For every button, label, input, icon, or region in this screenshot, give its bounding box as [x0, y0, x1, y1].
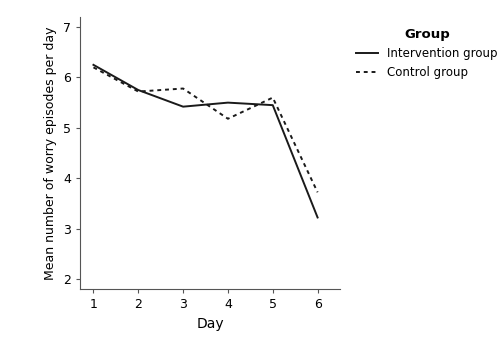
Control group — [180, 86, 186, 90]
Intervention group — [90, 63, 96, 67]
Control group — [136, 89, 141, 94]
Line: Intervention group: Intervention group — [94, 65, 318, 218]
Control group — [270, 96, 276, 100]
Intervention group — [180, 105, 186, 109]
Line: Control group: Control group — [94, 67, 318, 192]
Control group — [314, 190, 320, 194]
Intervention group — [314, 216, 320, 220]
X-axis label: Day: Day — [196, 317, 224, 330]
Intervention group — [225, 101, 231, 105]
Legend: Intervention group, Control group: Intervention group, Control group — [356, 28, 498, 79]
Intervention group — [136, 88, 141, 92]
Y-axis label: Mean number of worry episodes per day: Mean number of worry episodes per day — [44, 26, 58, 280]
Control group — [225, 117, 231, 121]
Control group — [90, 65, 96, 69]
Intervention group — [270, 103, 276, 107]
